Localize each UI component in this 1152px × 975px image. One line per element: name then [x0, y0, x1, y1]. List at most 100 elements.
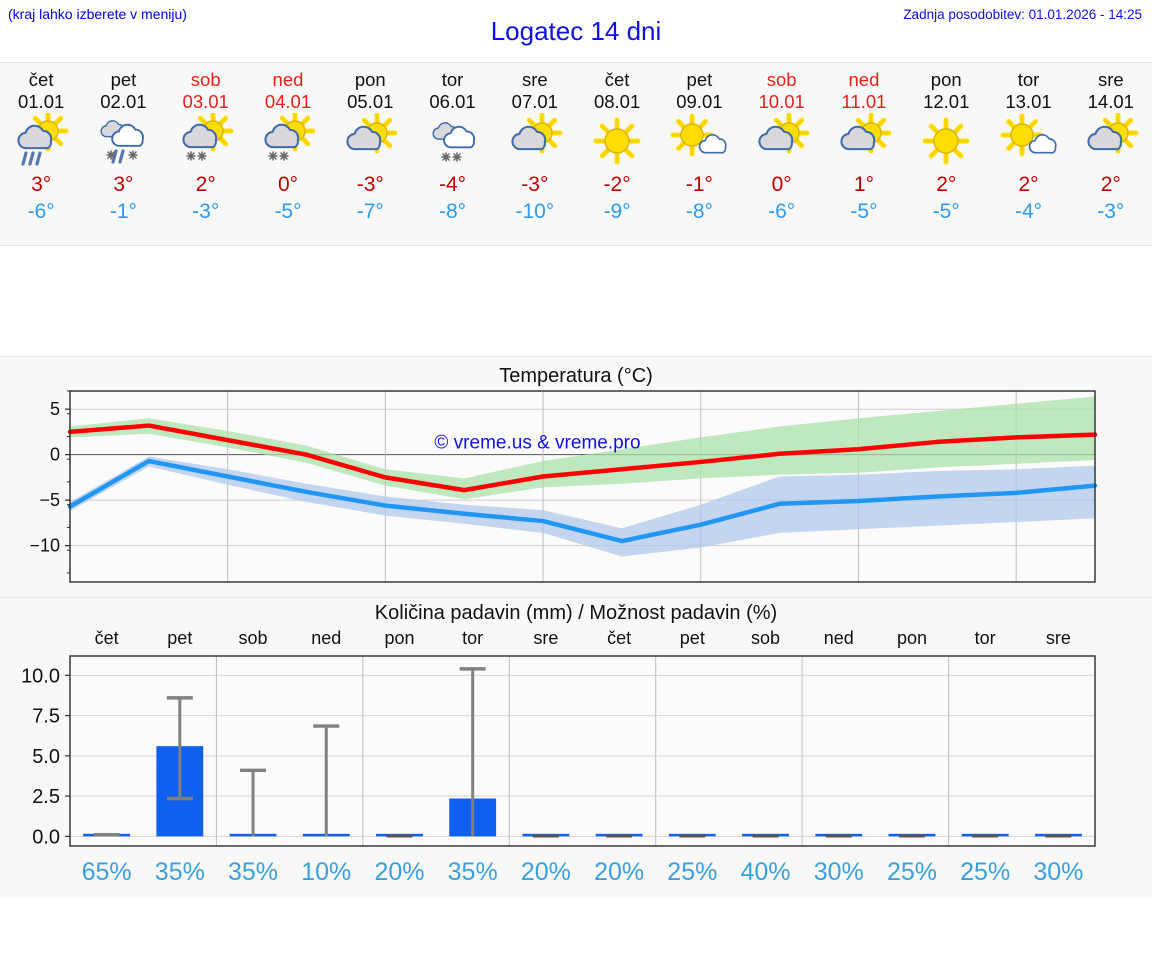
max-temperature: 1° — [853, 173, 874, 196]
day-date: 04.01 — [264, 91, 312, 112]
menu-hint: (kraj lahko izberete v meniju) — [8, 6, 187, 22]
sun-smallcloud-icon — [987, 113, 1069, 171]
day-column-06.01[interactable]: tor 06.01 -4° -8° — [411, 63, 493, 245]
svg-text:10.0: 10.0 — [21, 665, 60, 687]
day-date: 11.01 — [841, 91, 887, 112]
svg-text:pet: pet — [680, 628, 705, 648]
svg-text:čet: čet — [607, 628, 631, 648]
min-temperature: -10° — [515, 200, 555, 223]
svg-text:40%: 40% — [741, 858, 791, 886]
max-temperature: 2° — [195, 173, 216, 196]
min-temperature: -6° — [768, 200, 796, 223]
day-of-week: ned — [272, 69, 304, 90]
max-temperature: 0° — [277, 173, 299, 196]
svg-text:2.5: 2.5 — [32, 786, 60, 808]
sun-cloud-snow-icon — [247, 113, 329, 171]
svg-text:35%: 35% — [155, 858, 205, 886]
day-column-05.01[interactable]: pon 05.01 -3° -7° — [329, 63, 411, 245]
svg-text:ned: ned — [311, 628, 341, 648]
max-temperature: -3° — [356, 173, 384, 196]
max-temperature: -4° — [439, 173, 467, 196]
sun-icon — [576, 113, 658, 171]
min-temperature: -7° — [356, 200, 384, 223]
svg-text:pet: pet — [167, 628, 192, 648]
temperature-chart: 5 0 −5 −10 © vreme.us & vreme.pro — [0, 357, 1152, 602]
precipitation-chart-block: Količina padavin (mm) / Možnost padavin … — [0, 598, 1152, 898]
day-column-08.01[interactable]: čet 08.01 -2° -9° — [576, 63, 658, 245]
day-of-week: sob — [766, 69, 797, 90]
sun-cloud-icon — [329, 113, 411, 171]
svg-text:30%: 30% — [814, 858, 864, 886]
day-date: 05.01 — [347, 91, 394, 112]
svg-text:25%: 25% — [667, 858, 717, 886]
svg-text:25%: 25% — [887, 858, 937, 886]
svg-text:20%: 20% — [374, 858, 424, 886]
day-column-13.01[interactable]: tor 13.01 2° -4° — [987, 63, 1069, 245]
day-date: 09.01 — [676, 91, 723, 112]
svg-text:pon: pon — [897, 628, 927, 648]
day-of-week: čet — [604, 69, 630, 90]
max-temperature: 2° — [936, 173, 957, 196]
day-of-week: sre — [521, 69, 548, 90]
svg-text:10%: 10% — [301, 858, 351, 886]
min-temperature: -4° — [1014, 200, 1043, 223]
svg-text:sre: sre — [1046, 628, 1071, 648]
svg-text:7.5: 7.5 — [32, 706, 60, 728]
max-temperature: 2° — [1018, 173, 1039, 196]
day-column-07.01[interactable]: sre 07.01 -3° -10° — [494, 63, 576, 245]
svg-text:30%: 30% — [1033, 858, 1083, 886]
day-column-11.01[interactable]: ned 11.01 1° -5° — [823, 63, 905, 245]
sun-smallcloud-icon — [658, 113, 740, 171]
temperature-chart-block: Temperatura (°C) 5 0 −5 −10 © vreme.us & vre… — [0, 356, 1152, 598]
max-temperature: 3° — [31, 173, 52, 196]
svg-text:−10: −10 — [29, 536, 60, 556]
svg-text:tor: tor — [462, 628, 483, 648]
spacer — [0, 246, 1152, 356]
sun-cloud-icon — [1070, 113, 1152, 171]
day-column-10.01[interactable]: sob 10.01 0° -6° — [741, 63, 823, 245]
svg-text:sob: sob — [751, 628, 780, 648]
day-date: 10.01 — [758, 91, 805, 112]
svg-text:sre: sre — [533, 628, 558, 648]
svg-text:25%: 25% — [960, 858, 1010, 886]
day-column-09.01[interactable]: pet 09.01 -1° -8° — [658, 63, 740, 245]
day-of-week: sre — [1097, 69, 1124, 90]
day-column-12.01[interactable]: pon 12.01 2° -5° — [905, 63, 987, 245]
day-date: 14.01 — [1087, 91, 1134, 112]
sun-cloud-icon — [823, 113, 905, 171]
min-temperature: -1° — [109, 200, 137, 223]
svg-text:5: 5 — [50, 399, 60, 419]
cloud-snow-icon — [411, 113, 493, 171]
day-of-week: tor — [1017, 69, 1040, 90]
day-date: 07.01 — [511, 91, 558, 112]
svg-text:tor: tor — [975, 628, 996, 648]
svg-text:0.0: 0.0 — [32, 826, 60, 848]
min-temperature: -9° — [603, 200, 631, 223]
day-of-week: pon — [930, 69, 962, 90]
page-title: Logatec 14 dni — [490, 16, 662, 46]
day-column-02.01[interactable]: pet 02.01 3° -1° — [82, 63, 164, 245]
last-updated: Zadnja posodobitev: 01.01.2026 - 14:25 — [903, 7, 1142, 22]
svg-text:−5: −5 — [39, 490, 60, 510]
day-date: 02.01 — [100, 91, 147, 112]
day-date: 06.01 — [429, 91, 476, 112]
max-temperature: -1° — [685, 173, 713, 196]
page-header: (kraj lahko izberete v meniju) Logatec 1… — [0, 0, 1152, 62]
max-temperature: 0° — [771, 173, 792, 196]
precipitation-chart: čet pet sob ned pon tor sre čet pet sob ned pon tor s… — [0, 598, 1152, 903]
min-temperature: -6° — [27, 200, 55, 223]
day-column-04.01[interactable]: ned 04.01 0° -5° — [247, 63, 329, 245]
min-temperature: -3° — [1097, 200, 1125, 223]
min-temperature: -5° — [274, 200, 302, 223]
day-of-week: čet — [28, 69, 54, 90]
min-temperature: -8° — [439, 200, 467, 223]
day-column-03.01[interactable]: sob 03.01 2° -3° — [165, 63, 247, 245]
min-temperature: -5° — [932, 200, 960, 223]
day-column-01.01[interactable]: čet 01.01 3° -6° — [0, 63, 82, 245]
day-column-14.01[interactable]: sre 14.01 2° -3° — [1070, 63, 1152, 245]
day-date: 08.01 — [593, 91, 641, 112]
svg-text:© vreme.us & vreme.pro: © vreme.us & vreme.pro — [434, 433, 640, 454]
max-temperature: 3° — [113, 173, 134, 196]
daily-forecast-strip: čet 01.01 3° -6° pet 02.01 3° -1° sob 03.01 2° — [0, 62, 1152, 246]
svg-text:35%: 35% — [448, 858, 498, 886]
